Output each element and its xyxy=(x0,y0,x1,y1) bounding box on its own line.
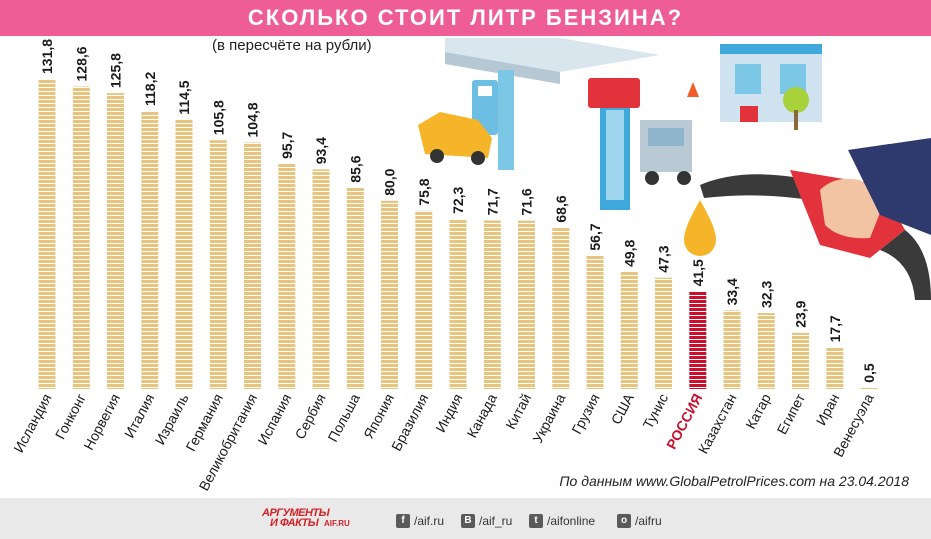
value-label: 49,8 xyxy=(621,239,637,266)
value-label: 80,0 xyxy=(382,168,398,195)
social-label: /aifonline xyxy=(547,513,596,528)
value-label: 56,7 xyxy=(587,223,603,250)
category-label: Грузия xyxy=(568,391,602,437)
value-label: 118,2 xyxy=(142,72,158,106)
bar xyxy=(278,163,296,389)
bar xyxy=(757,313,775,389)
category-label: Канада xyxy=(464,391,500,441)
category-label: Катар xyxy=(742,391,774,432)
category-label: Украина xyxy=(529,391,568,446)
logo-line-1: АРГУМЕНТЫ xyxy=(262,507,330,519)
value-label: 72,3 xyxy=(450,186,466,213)
value-label: 85,6 xyxy=(347,155,363,182)
bar xyxy=(518,220,535,389)
category-label: Иран xyxy=(813,391,843,428)
bar xyxy=(415,210,433,389)
value-label: 0,5 xyxy=(861,363,877,383)
chart-title: СКОЛЬКО СТОИТ ЛИТР БЕНЗИНА? xyxy=(247,5,684,30)
bar xyxy=(312,169,330,389)
category-label: США xyxy=(608,390,638,427)
value-label: 105,8 xyxy=(210,100,226,135)
value-label: 131,8 xyxy=(39,39,55,74)
category-label: Тунис xyxy=(639,391,671,431)
vk-icon: B xyxy=(461,513,475,528)
category-label: Сербия xyxy=(291,391,328,442)
value-label: 41,5 xyxy=(690,259,706,286)
social-facebook-link[interactable]: f/aif.ru xyxy=(396,512,444,528)
category-label: Гонконг xyxy=(52,391,89,442)
bar xyxy=(586,255,604,389)
value-label: 47,3 xyxy=(656,245,672,272)
social-vk-link[interactable]: B/aif_ru xyxy=(461,512,512,528)
bar xyxy=(792,332,809,389)
facebook-icon: f xyxy=(396,513,410,528)
bar xyxy=(209,140,227,389)
bar xyxy=(483,220,501,389)
data-source: По данным www.GlobalPetrolPrices.com на … xyxy=(559,473,909,489)
twitter-icon: t xyxy=(529,513,543,528)
gas-station-illustration xyxy=(418,38,822,210)
chart-subtitle: (в пересчёте на рубли) xyxy=(212,37,372,54)
category-label: Италия xyxy=(121,391,158,441)
bar xyxy=(38,79,56,389)
value-label: 95,7 xyxy=(279,131,295,158)
value-label: 17,7 xyxy=(827,315,843,342)
bar xyxy=(449,218,467,389)
odnoklassniki-icon: о xyxy=(617,513,631,528)
bar xyxy=(689,291,707,389)
value-label: 114,5 xyxy=(176,80,192,114)
category-label: Польша xyxy=(324,391,363,445)
category-label: Индия xyxy=(432,391,466,435)
bar xyxy=(346,187,364,389)
bar xyxy=(107,93,124,389)
bar xyxy=(175,119,193,389)
bar xyxy=(723,310,741,389)
social-odnoklassniki-link[interactable]: о/aifru xyxy=(617,512,662,528)
fuel-nozzle-illustration xyxy=(700,138,931,300)
category-label: Испания xyxy=(254,391,294,448)
value-label: 93,4 xyxy=(313,137,329,164)
bar xyxy=(655,277,672,389)
bar xyxy=(72,86,90,389)
value-label: 33,4 xyxy=(724,278,740,305)
value-label: 104,8 xyxy=(245,102,261,137)
value-label: 75,8 xyxy=(416,178,432,205)
value-label: 125,8 xyxy=(108,53,124,88)
value-label: 71,7 xyxy=(484,188,500,215)
social-label: /aif.ru xyxy=(414,513,445,528)
value-label: 23,9 xyxy=(793,300,809,327)
category-label: Исландия xyxy=(10,391,54,455)
bar-chart: 131,8Исландия128,6Гонконг125,8Норвегия11… xyxy=(10,38,931,493)
bar xyxy=(620,271,638,389)
title-band xyxy=(0,0,931,36)
bar xyxy=(244,142,261,389)
logo-line-2: И ФАКТЫ xyxy=(270,517,319,529)
logo-line-3: AIF.RU xyxy=(324,519,350,528)
bar xyxy=(141,111,159,389)
category-label: Япония xyxy=(360,391,397,441)
bar xyxy=(381,200,398,389)
value-label: 32,3 xyxy=(758,281,774,308)
bar xyxy=(826,347,844,389)
bar xyxy=(860,387,878,389)
aif-logo[interactable]: АРГУМЕНТЫ И ФАКТЫ AIF.RU xyxy=(262,507,357,529)
fuel-drop-icon xyxy=(684,200,716,256)
social-label: /aifru xyxy=(635,513,662,528)
category-label: Египет xyxy=(774,390,809,437)
value-label: 128,6 xyxy=(73,46,89,81)
social-twitter-link[interactable]: t/aifonline xyxy=(529,512,595,528)
social-label: /aif_ru xyxy=(479,513,513,528)
category-label: Китай xyxy=(502,391,534,432)
value-label: 68,6 xyxy=(553,195,569,222)
value-label: 71,6 xyxy=(519,188,535,215)
bar xyxy=(552,227,570,389)
